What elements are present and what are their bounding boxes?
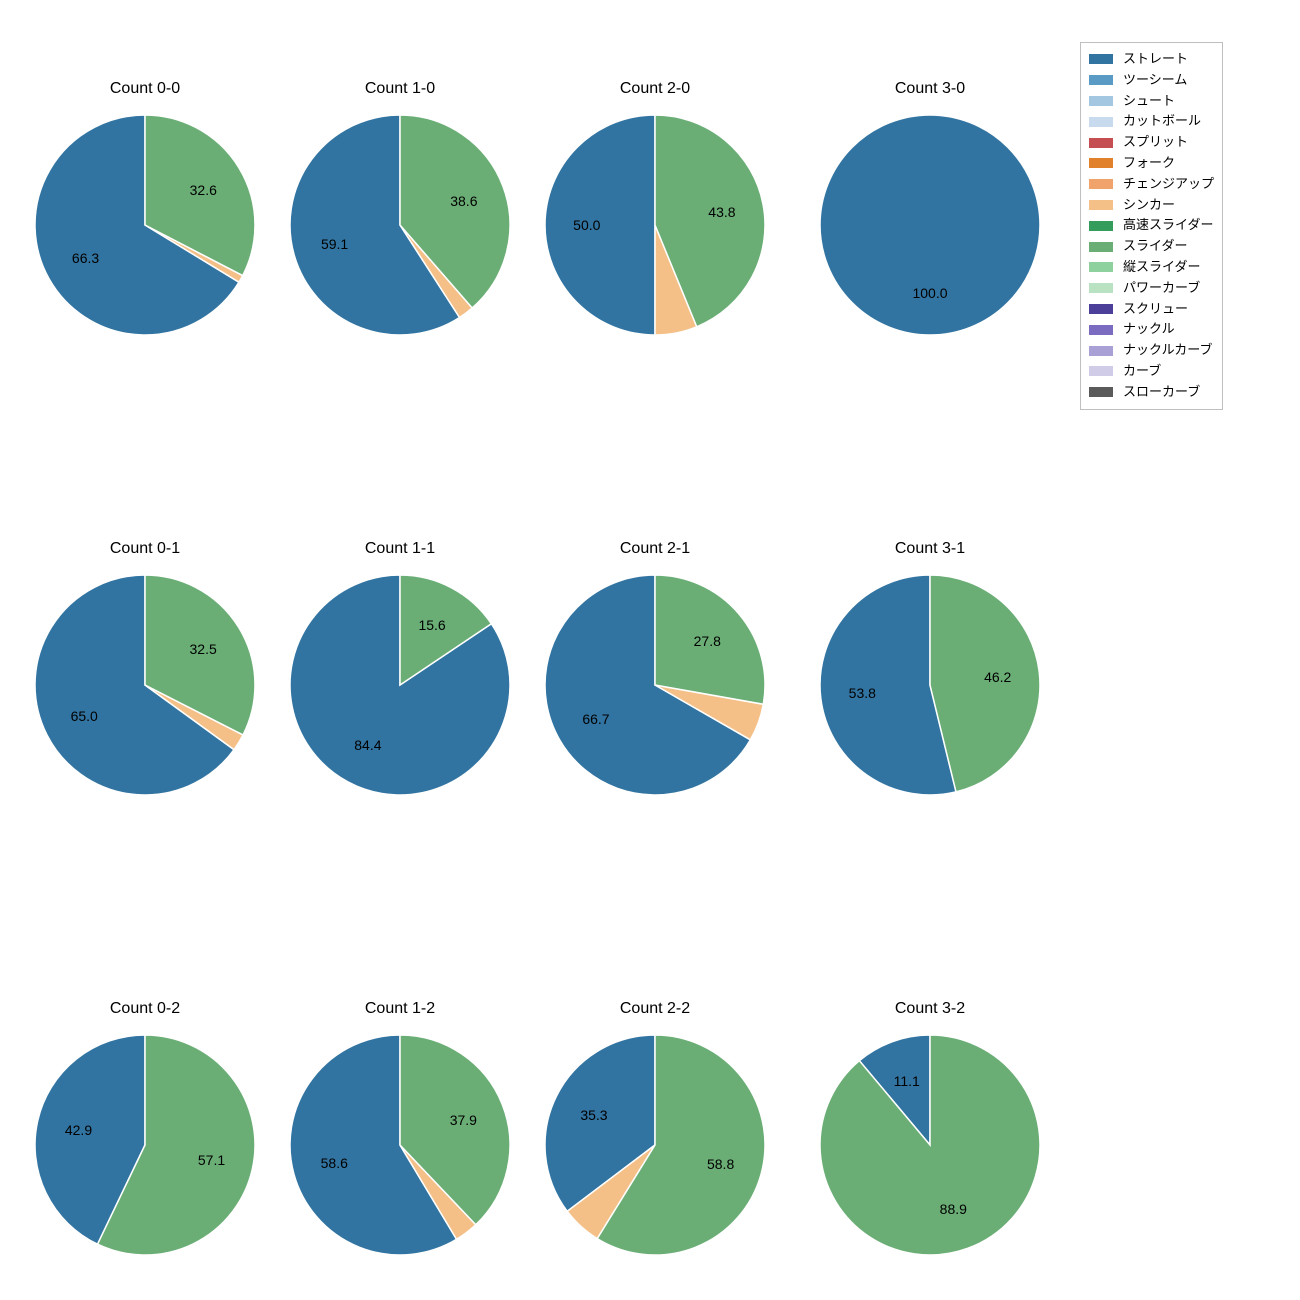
legend-swatch: [1089, 54, 1113, 64]
legend-swatch: [1089, 179, 1113, 189]
legend-swatch: [1089, 96, 1113, 106]
pie-slice-label: 32.6: [190, 182, 217, 198]
legend-label: フォーク: [1123, 153, 1175, 174]
pie-chart: [288, 1033, 512, 1257]
legend-swatch: [1089, 200, 1113, 210]
legend-swatch: [1089, 138, 1113, 148]
pie-slice-label: 66.7: [582, 711, 609, 727]
pie-slice-label: 46.2: [984, 669, 1011, 685]
chart-title: Count 2-2: [620, 1000, 690, 1018]
legend-item: カーブ: [1089, 361, 1214, 382]
pie-slice-label: 15.6: [418, 617, 445, 633]
legend-label: スクリュー: [1123, 299, 1188, 320]
pie-slice-label: 35.3: [580, 1107, 607, 1123]
chart-title: Count 1-1: [365, 540, 435, 558]
pie-slice-label: 42.9: [65, 1122, 92, 1138]
legend-item: ナックルカーブ: [1089, 340, 1214, 361]
legend-item: シュート: [1089, 91, 1214, 112]
legend-label: スプリット: [1123, 132, 1188, 153]
pie-slice-label: 32.5: [190, 641, 217, 657]
pie-slice-label: 65.0: [71, 708, 98, 724]
chart-title: Count 0-1: [110, 540, 180, 558]
pie-slice-label: 58.6: [321, 1155, 348, 1171]
legend-item: ナックル: [1089, 319, 1214, 340]
chart-title: Count 0-2: [110, 1000, 180, 1018]
legend-swatch: [1089, 283, 1113, 293]
pie-chart: [33, 1033, 257, 1257]
pie-slice-label: 43.8: [708, 204, 735, 220]
chart-title: Count 2-0: [620, 80, 690, 98]
legend: ストレートツーシームシュートカットボールスプリットフォークチェンジアップシンカー…: [1080, 42, 1223, 410]
legend-item: 縦スライダー: [1089, 257, 1214, 278]
legend-swatch: [1089, 221, 1113, 231]
chart-title: Count 3-0: [895, 80, 965, 98]
legend-label: シンカー: [1123, 195, 1175, 216]
pie-slice-label: 50.0: [573, 217, 600, 233]
chart-title: Count 0-0: [110, 80, 180, 98]
chart-title: Count 3-2: [895, 1000, 965, 1018]
legend-item: カットボール: [1089, 111, 1214, 132]
legend-label: 縦スライダー: [1123, 257, 1200, 278]
legend-swatch: [1089, 304, 1113, 314]
pie-chart: [818, 113, 1042, 337]
legend-label: ナックルカーブ: [1123, 340, 1212, 361]
pie-slice-label: 58.8: [707, 1156, 734, 1172]
legend-label: カーブ: [1123, 361, 1161, 382]
pie-chart: [33, 573, 257, 797]
legend-label: チェンジアップ: [1123, 174, 1214, 195]
legend-label: スライダー: [1123, 236, 1187, 257]
pie-chart: [543, 1033, 767, 1257]
pie-slice-label: 59.1: [321, 236, 348, 252]
legend-swatch: [1089, 158, 1113, 168]
legend-item: パワーカーブ: [1089, 278, 1214, 299]
legend-label: 高速スライダー: [1123, 215, 1213, 236]
pie-slice-label: 37.9: [450, 1112, 477, 1128]
legend-label: シュート: [1123, 91, 1175, 112]
legend-item: 高速スライダー: [1089, 215, 1214, 236]
pie-slice-label: 38.6: [450, 193, 477, 209]
legend-item: ストレート: [1089, 49, 1214, 70]
legend-item: フォーク: [1089, 153, 1214, 174]
pie-slice-label: 84.4: [354, 737, 381, 753]
legend-label: ナックル: [1123, 319, 1175, 340]
legend-item: スライダー: [1089, 236, 1214, 257]
legend-label: カットボール: [1123, 111, 1201, 132]
pie-chart: [288, 113, 512, 337]
legend-label: スローカーブ: [1123, 382, 1200, 403]
pie-chart: [33, 113, 257, 337]
legend-swatch: [1089, 366, 1113, 376]
pie-slice-label: 53.8: [849, 685, 876, 701]
chart-title: Count 1-0: [365, 80, 435, 98]
legend-swatch: [1089, 387, 1113, 397]
legend-swatch: [1089, 346, 1113, 356]
legend-swatch: [1089, 75, 1113, 85]
legend-swatch: [1089, 242, 1113, 252]
legend-swatch: [1089, 262, 1113, 272]
pie-chart: [818, 1033, 1042, 1257]
pie-chart: [543, 573, 767, 797]
legend-label: ストレート: [1123, 49, 1188, 70]
legend-item: スクリュー: [1089, 299, 1214, 320]
chart-title: Count 2-1: [620, 540, 690, 558]
legend-label: パワーカーブ: [1123, 278, 1200, 299]
pie-slice-label: 27.8: [694, 633, 721, 649]
pie-slice-label: 100.0: [912, 285, 947, 301]
legend-item: ツーシーム: [1089, 70, 1214, 91]
legend-swatch: [1089, 325, 1113, 335]
pie-slice-label: 88.9: [940, 1201, 967, 1217]
chart-title: Count 1-2: [365, 1000, 435, 1018]
legend-item: シンカー: [1089, 195, 1214, 216]
pie-slice-label: 11.1: [894, 1073, 920, 1089]
pie-slice-label: 57.1: [198, 1152, 225, 1168]
pie-slice: [820, 115, 1040, 335]
legend-item: スローカーブ: [1089, 382, 1214, 403]
legend-label: ツーシーム: [1123, 70, 1187, 91]
pie-slice-label: 66.3: [72, 250, 99, 266]
pie-chart: [288, 573, 512, 797]
legend-item: スプリット: [1089, 132, 1214, 153]
legend-item: チェンジアップ: [1089, 174, 1214, 195]
pie-slice: [820, 1035, 1040, 1255]
legend-swatch: [1089, 117, 1113, 127]
chart-title: Count 3-1: [895, 540, 965, 558]
